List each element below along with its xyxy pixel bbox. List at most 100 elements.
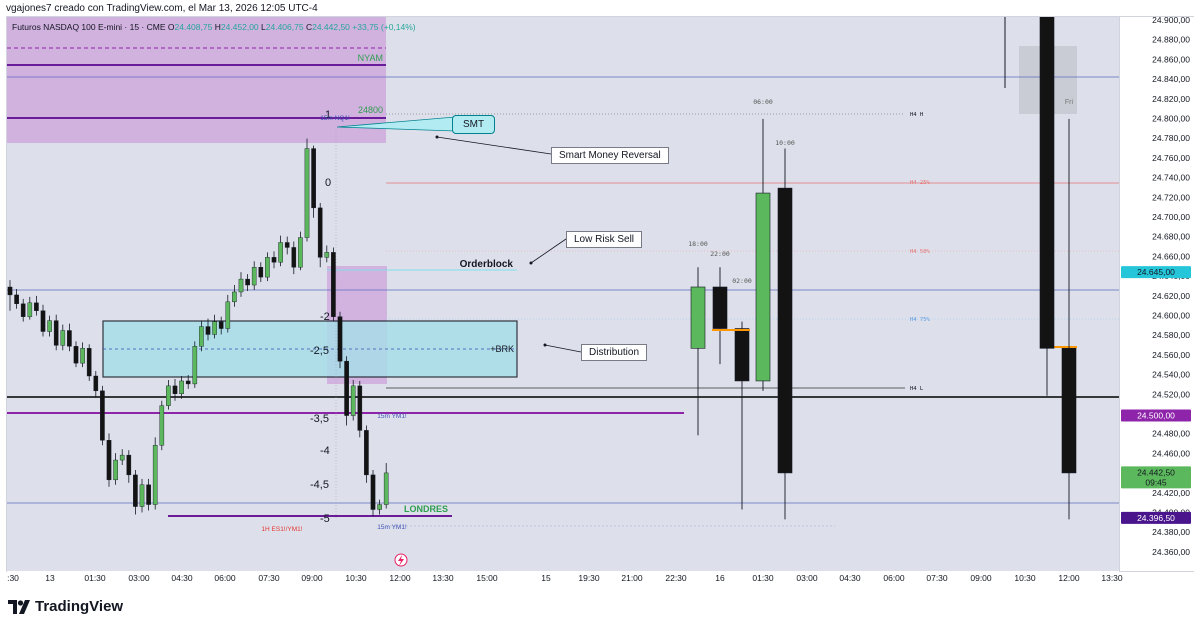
candle-body [284, 242, 290, 248]
price-change: +33,75 (+0,14%) [352, 22, 416, 32]
brand-name: TradingView [35, 598, 124, 615]
price-tick-label: 24.380,00 [1152, 527, 1190, 537]
price-tick-label: 24.420,00 [1152, 488, 1190, 498]
candle-body [113, 459, 118, 481]
time-tick-label: 12:00 [1058, 573, 1080, 583]
candle-body [27, 302, 33, 317]
candle-body [258, 267, 264, 278]
h4-candle-body [734, 328, 750, 382]
fri-label: Fri [1065, 99, 1074, 106]
price-tick-label: 24.580,00 [1152, 330, 1190, 340]
time-tick-label: 21:00 [621, 573, 643, 583]
price-tick-label: 24.820,00 [1152, 94, 1190, 104]
candle-body [100, 390, 105, 441]
level-24800-label: 24800 [358, 105, 383, 115]
time-tick-label: 10:30 [345, 573, 367, 583]
smt-callout[interactable]: SMT [452, 115, 496, 134]
candle-body [245, 278, 250, 286]
candle-body [7, 286, 13, 296]
candle-body [311, 148, 316, 209]
orderblock-label: Orderblock [460, 259, 514, 270]
smart-money-reversal-note[interactable]: Smart Money Reversal [551, 147, 669, 164]
price-tick-label: 24.520,00 [1152, 389, 1190, 399]
h4-candle-body [777, 187, 793, 474]
low-risk-connector [530, 238, 567, 264]
candle-body [126, 454, 132, 476]
symbol-name: Futuros NASDAQ 100 E-mini · 15 · CME [12, 22, 166, 32]
candle-body [185, 380, 191, 385]
nyam-label: NYAM [358, 53, 383, 63]
fib-level-label: -3,5 [310, 413, 329, 425]
price-badge-label: 24.500,00 [1137, 411, 1175, 421]
candle-body [278, 242, 283, 263]
price-tick-label: 24.560,00 [1152, 350, 1190, 360]
price-tick-label: 24.620,00 [1152, 291, 1190, 301]
nyam-zone [7, 17, 386, 143]
fib-level-label: 1 [325, 109, 331, 121]
candle-body [205, 326, 211, 335]
fib-level-label: -5 [320, 513, 330, 525]
price-tick-label: 24.780,00 [1152, 133, 1190, 143]
ohlc-c: C24.442,50 [303, 22, 350, 32]
time-tick-label: 09:00 [301, 573, 323, 583]
price-badge-label: 24.645,00 [1137, 267, 1175, 277]
h4-level-label: H4 L [910, 386, 924, 392]
time-tick-label: 22:30 [665, 573, 687, 583]
candle-body [152, 445, 158, 505]
smart-money-dot [435, 135, 439, 139]
time-tick-label: 07:30 [926, 573, 948, 583]
candle-body [47, 320, 52, 332]
time-tick-label: 06:00 [883, 573, 905, 583]
fib-level-label: -4,5 [310, 479, 329, 491]
h4-time-label: 18:00 [688, 240, 708, 248]
smart-money-connector [436, 136, 552, 155]
candle-body [383, 472, 389, 505]
low-risk-sell-note[interactable]: Low Risk Sell [566, 231, 643, 248]
candle-body [146, 484, 151, 505]
ohlc-l: L24.406,75 [258, 22, 304, 32]
fib-level-label: -2,5 [310, 345, 329, 357]
candle-body [14, 294, 19, 305]
candle-body [232, 291, 237, 303]
time-tick-label: 04:30 [171, 573, 193, 583]
price-badge [1121, 409, 1191, 422]
symbol-legend[interactable]: Futuros NASDAQ 100 E-mini · 15 · CME O24… [12, 22, 416, 32]
distribution-note[interactable]: Distribution [581, 344, 648, 361]
fib-ym2-label: 15m YM1! [377, 524, 407, 531]
fib-level-label: -2 [320, 311, 330, 323]
candle-body [370, 474, 376, 510]
price-tick-label: 24.880,00 [1152, 35, 1190, 45]
time-tick-label: 01:30 [752, 573, 774, 583]
candle-body [106, 440, 112, 481]
price-tick-label: 24.540,00 [1152, 370, 1190, 380]
candle-body [265, 257, 270, 278]
low-risk-dot [529, 261, 533, 265]
time-tick-label: 07:30 [258, 573, 280, 583]
candle-body [179, 380, 184, 395]
candle-body [199, 326, 204, 347]
time-tick-label: 13:30 [432, 573, 454, 583]
ohlc-values: O24.408,75 H24.452,00 L24.406,75 C24.442… [168, 22, 350, 32]
h4-candle-body [690, 286, 706, 349]
time-axis[interactable] [7, 571, 1119, 591]
candle-body [80, 348, 85, 364]
time-tick-label: 10:30 [1014, 573, 1036, 583]
price-badge [1121, 511, 1191, 524]
h4-candle-body [755, 192, 771, 382]
time-tick-label: 03:00 [796, 573, 818, 583]
candle-body [337, 316, 343, 362]
price-tick-label: 24.660,00 [1152, 251, 1190, 261]
price-tick-label: 24.840,00 [1152, 74, 1190, 84]
time-tick-label: 19:30 [578, 573, 600, 583]
price-tick-label: 24.480,00 [1152, 429, 1190, 439]
candle-body [212, 321, 217, 335]
candle-body [67, 330, 72, 347]
price-badge-sub: 09:45 [1145, 477, 1167, 487]
price-tick-label: 24.700,00 [1152, 212, 1190, 222]
ohlc-h: H24.452,00 [212, 22, 259, 32]
price-tick-label: 24.720,00 [1152, 192, 1190, 202]
time-tick-label: 09:00 [970, 573, 992, 583]
time-tick-label: 03:00 [128, 573, 150, 583]
time-tick-label: 13 [45, 573, 55, 583]
